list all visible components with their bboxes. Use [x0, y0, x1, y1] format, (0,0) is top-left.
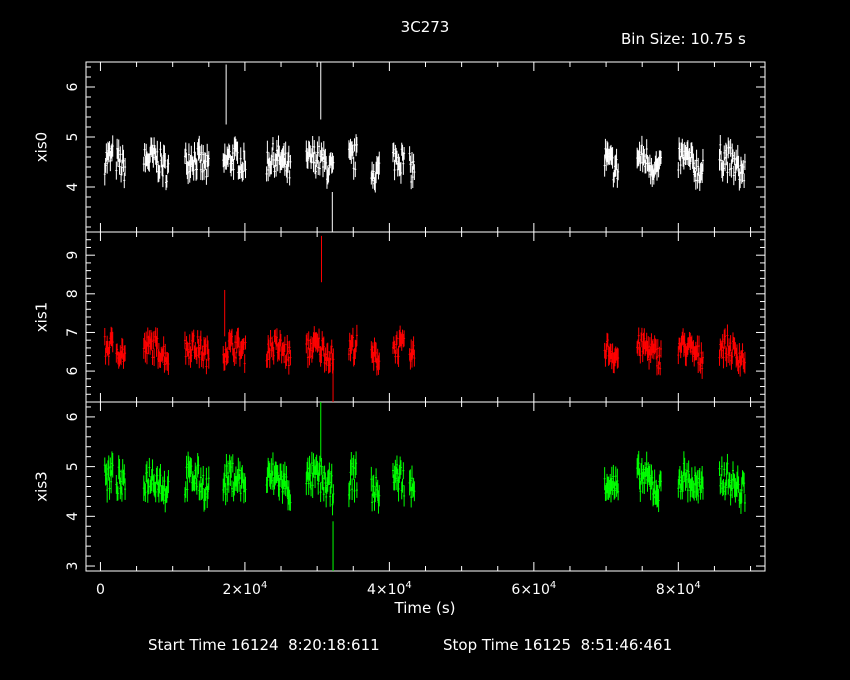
y-tick-label: 9 [65, 251, 81, 260]
y-tick-label: 6 [65, 367, 81, 376]
y-tick-label: 8 [65, 289, 81, 298]
data-marks [103, 62, 746, 571]
x-tick-label: 4×104 [367, 580, 412, 598]
y-axis-label: xis0 [33, 132, 51, 162]
x-tick-label: 2×104 [223, 580, 268, 598]
y-tick-label: 4 [65, 182, 81, 191]
x-tick-label: 0 [96, 582, 105, 598]
series-xis1 [103, 235, 746, 402]
panel-frame [85, 401, 766, 572]
series-xis0 [103, 62, 746, 232]
x-tick-label: 8×104 [656, 580, 701, 598]
panel-frames [85, 61, 766, 572]
x-tick-label: 6×104 [511, 580, 556, 598]
y-tick-label: 7 [65, 328, 81, 337]
y-axis-label: xis1 [33, 302, 51, 332]
stop-time-label: Stop Time 16125 8:51:46:461 [443, 636, 673, 654]
x-axis-label: Time (s) [394, 599, 456, 617]
series-xis3 [103, 402, 746, 571]
plot-title: 3C273 [400, 18, 450, 36]
y-tick-label: 3 [65, 562, 81, 571]
panel-frame [85, 231, 766, 403]
y-tick-label: 4 [65, 512, 81, 521]
y-tick-label: 5 [65, 462, 81, 471]
y-tick-label: 6 [65, 82, 81, 91]
bin-size-label: Bin Size: 10.75 s [621, 30, 746, 48]
start-time-label: Start Time 16124 8:20:18:611 [148, 636, 380, 654]
y-axis-label: xis3 [33, 471, 51, 501]
y-tick-label: 5 [65, 133, 81, 142]
axis-labels: 4 5 6 xis0 6 7 8 9 xis1 3 4 5 6 xis3 0 2×104 4×104 6×104 8… [33, 82, 701, 598]
y-tick-label: 6 [65, 412, 81, 421]
panel-frame [85, 61, 766, 233]
